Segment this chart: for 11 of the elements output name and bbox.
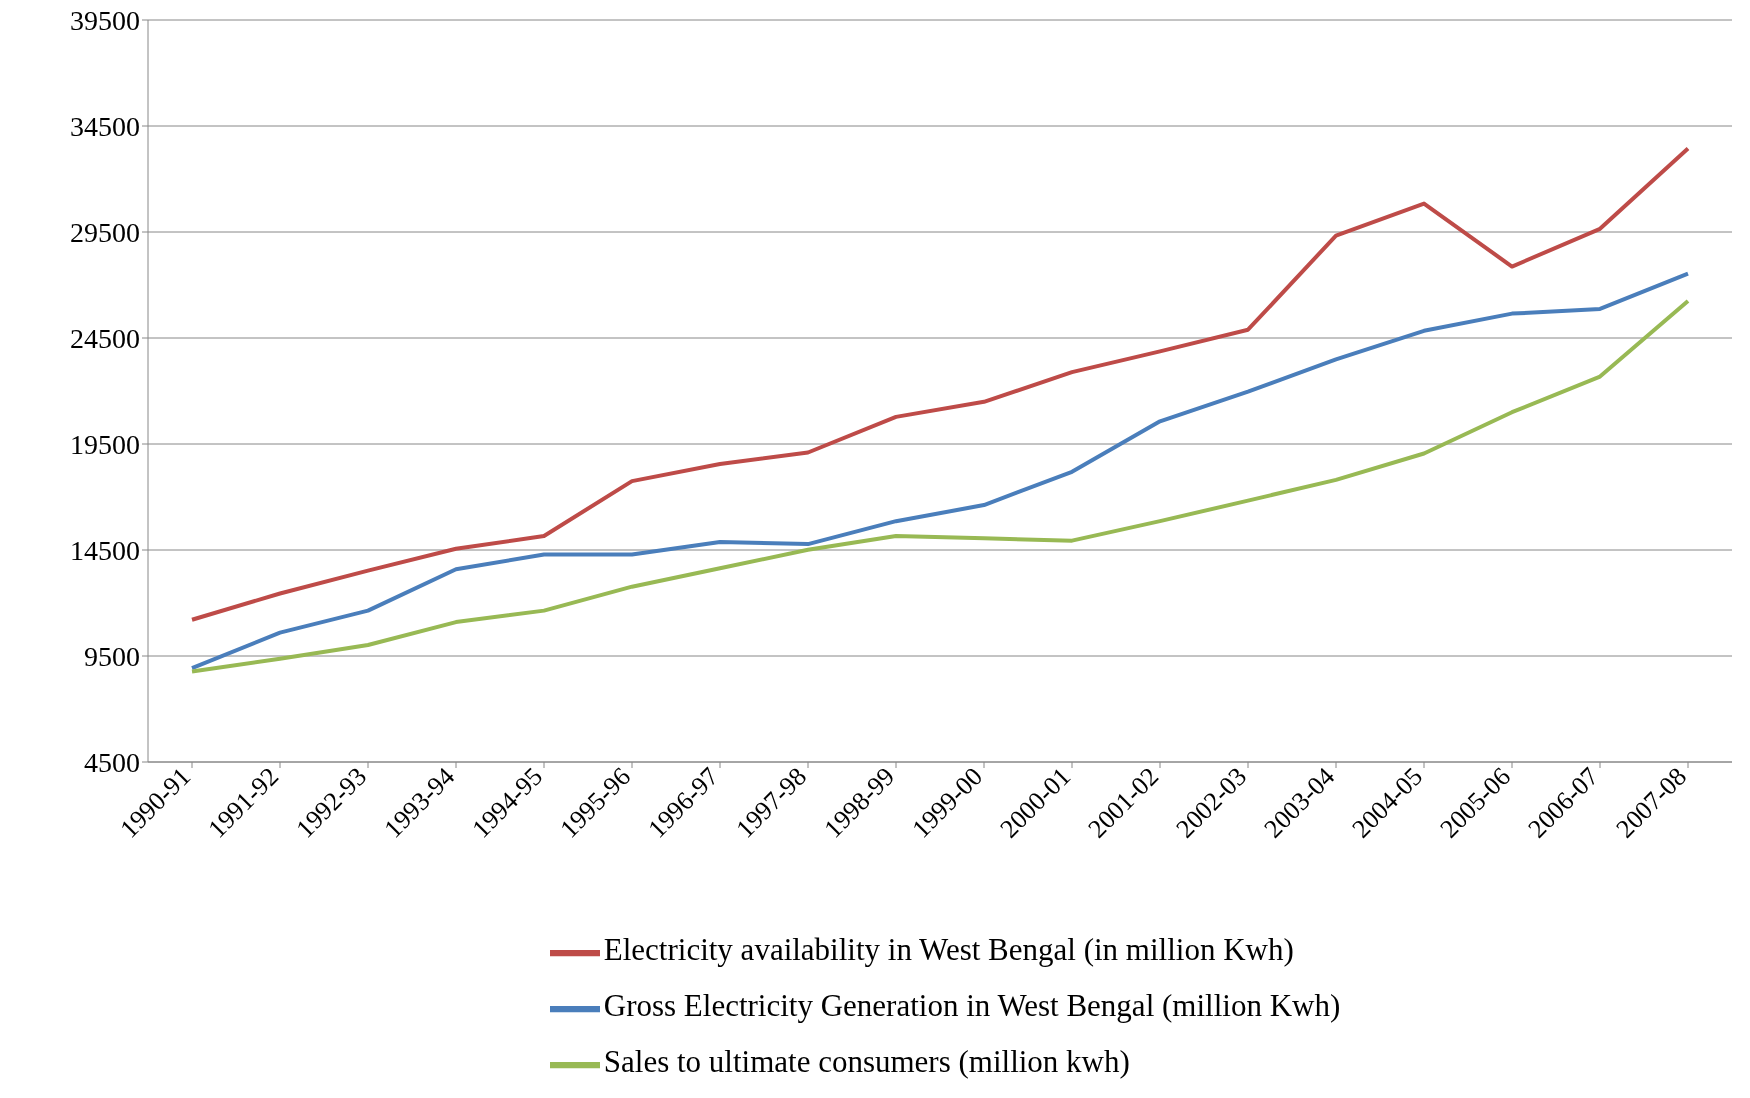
y-tick-label: 9500 (84, 640, 140, 672)
line-series (190, 146, 1690, 622)
legend-label: Electricity availability in West Bengal (in million Kwh) (603, 932, 1294, 967)
y-tick-label: 29500 (70, 216, 140, 248)
legend-label: Gross Electricity Generation in West Bengal (million Kwh) (603, 988, 1341, 1023)
y-tick-label: 14500 (70, 534, 140, 566)
y-tick-label: 34500 (70, 110, 140, 142)
y-tick-label: 19500 (70, 428, 140, 460)
y-tick-label: 39500 (70, 4, 140, 36)
legend-label: Sales to ultimate consumers (million kwh) (603, 1044, 1130, 1079)
y-tick-label: 24500 (70, 322, 140, 354)
